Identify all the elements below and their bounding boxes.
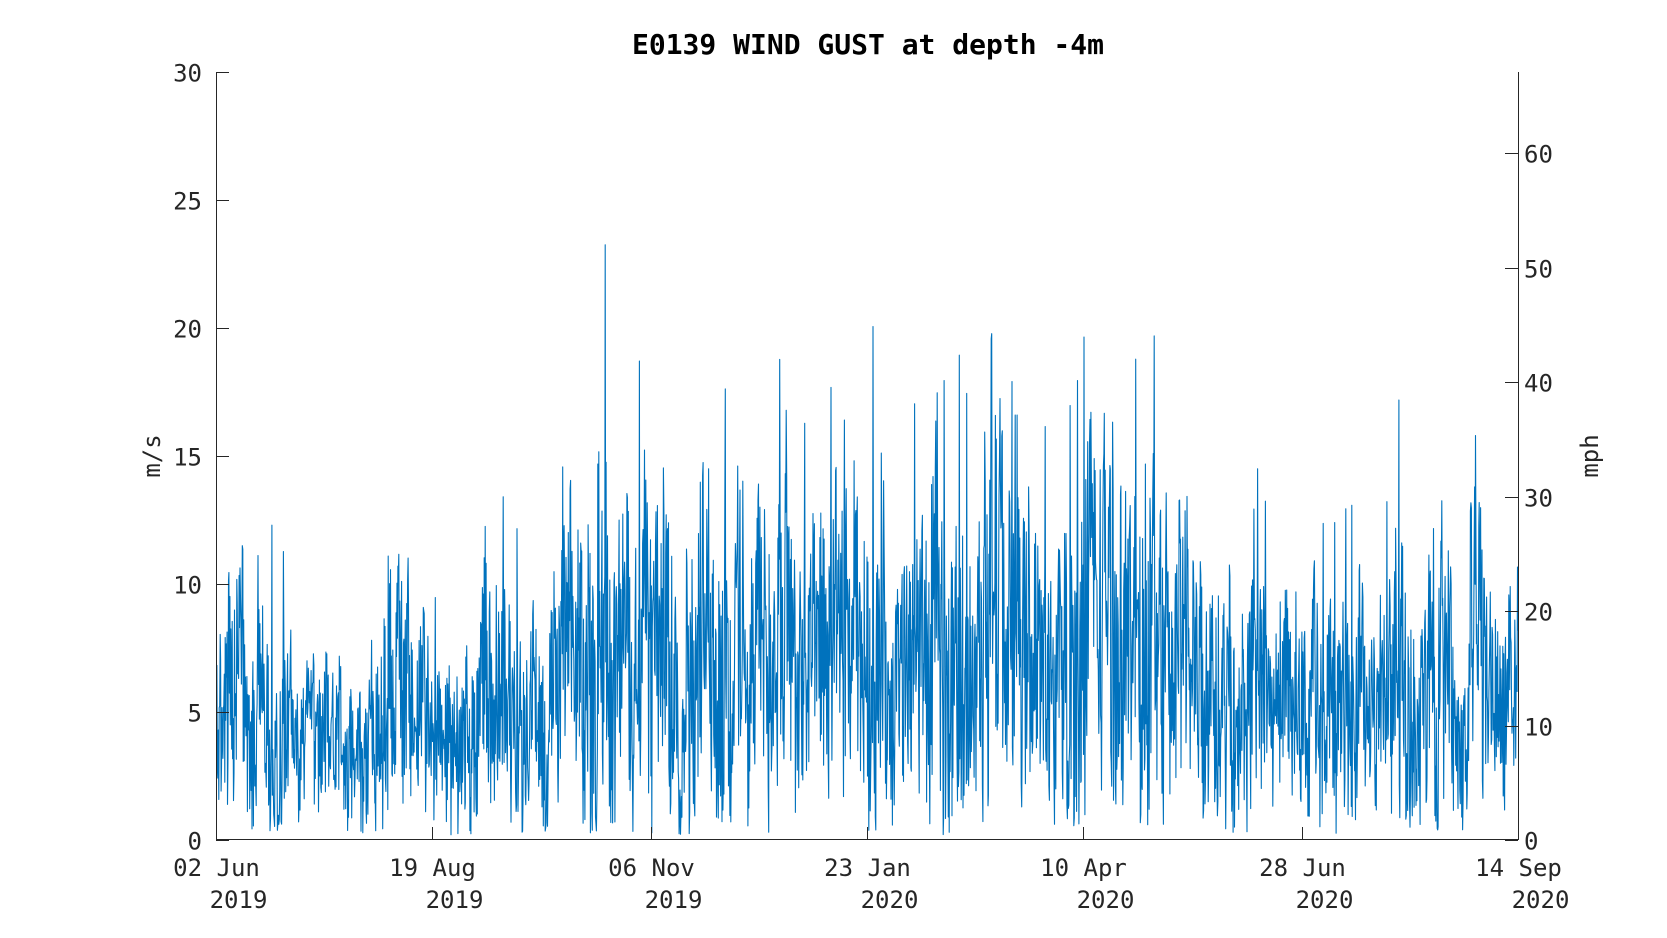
right-y-axis-label: mph: [1576, 434, 1604, 477]
left-y-tick-label: 0: [188, 828, 202, 856]
x-tick-label-year: 2020: [1512, 886, 1570, 914]
x-tick-label-year: 2020: [1296, 886, 1354, 914]
right-y-tick-label: 60: [1524, 141, 1553, 169]
right-y-tick-label: 50: [1524, 256, 1553, 284]
right-y-tick-label: 10: [1524, 714, 1553, 742]
right-y-tick-label: 40: [1524, 370, 1553, 398]
right-y-tick-label: 30: [1524, 485, 1553, 513]
left-y-tick-label: 20: [173, 316, 202, 344]
x-tick-label-date: 10 Apr: [1040, 854, 1127, 882]
x-tick-label-year: 2019: [426, 886, 484, 914]
left-y-tick-label: 25: [173, 188, 202, 216]
x-tick-label-date: 28 Jun: [1259, 854, 1346, 882]
x-ticks: 02 Jun 2019 19 Aug 2019 06 Nov 2019 23 Jan 2020…: [173, 827, 1569, 914]
right-y-ticks: 0 10 20 30 40 50 60: [1505, 141, 1553, 856]
x-tick-label-date: 02 Jun: [173, 854, 260, 882]
x-tick-label-year: 2019: [210, 886, 268, 914]
right-y-tick-label: 0: [1524, 828, 1538, 856]
wind-gust-series-line: [216, 244, 1518, 836]
left-y-ticks: 0 5 10 15 20 25 30: [173, 60, 229, 856]
right-y-tick-label: 20: [1524, 599, 1553, 627]
x-tick-label-year: 2019: [645, 886, 703, 914]
left-y-tick-label: 5: [188, 700, 202, 728]
x-tick-label-year: 2020: [1077, 886, 1135, 914]
chart-title: E0139 WIND GUST at depth -4m: [632, 28, 1104, 61]
plot-area: [216, 244, 1518, 836]
x-tick-label-date: 14 Sep: [1475, 854, 1562, 882]
left-y-tick-label: 10: [173, 572, 202, 600]
x-tick-label-year: 2020: [861, 886, 919, 914]
x-tick-label-date: 23 Jan: [824, 854, 911, 882]
left-y-axis-label: m/s: [138, 434, 166, 477]
x-tick-label-date: 19 Aug: [389, 854, 476, 882]
left-y-tick-label: 30: [173, 60, 202, 88]
x-tick-label-date: 06 Nov: [608, 854, 695, 882]
left-y-tick-label: 15: [173, 444, 202, 472]
